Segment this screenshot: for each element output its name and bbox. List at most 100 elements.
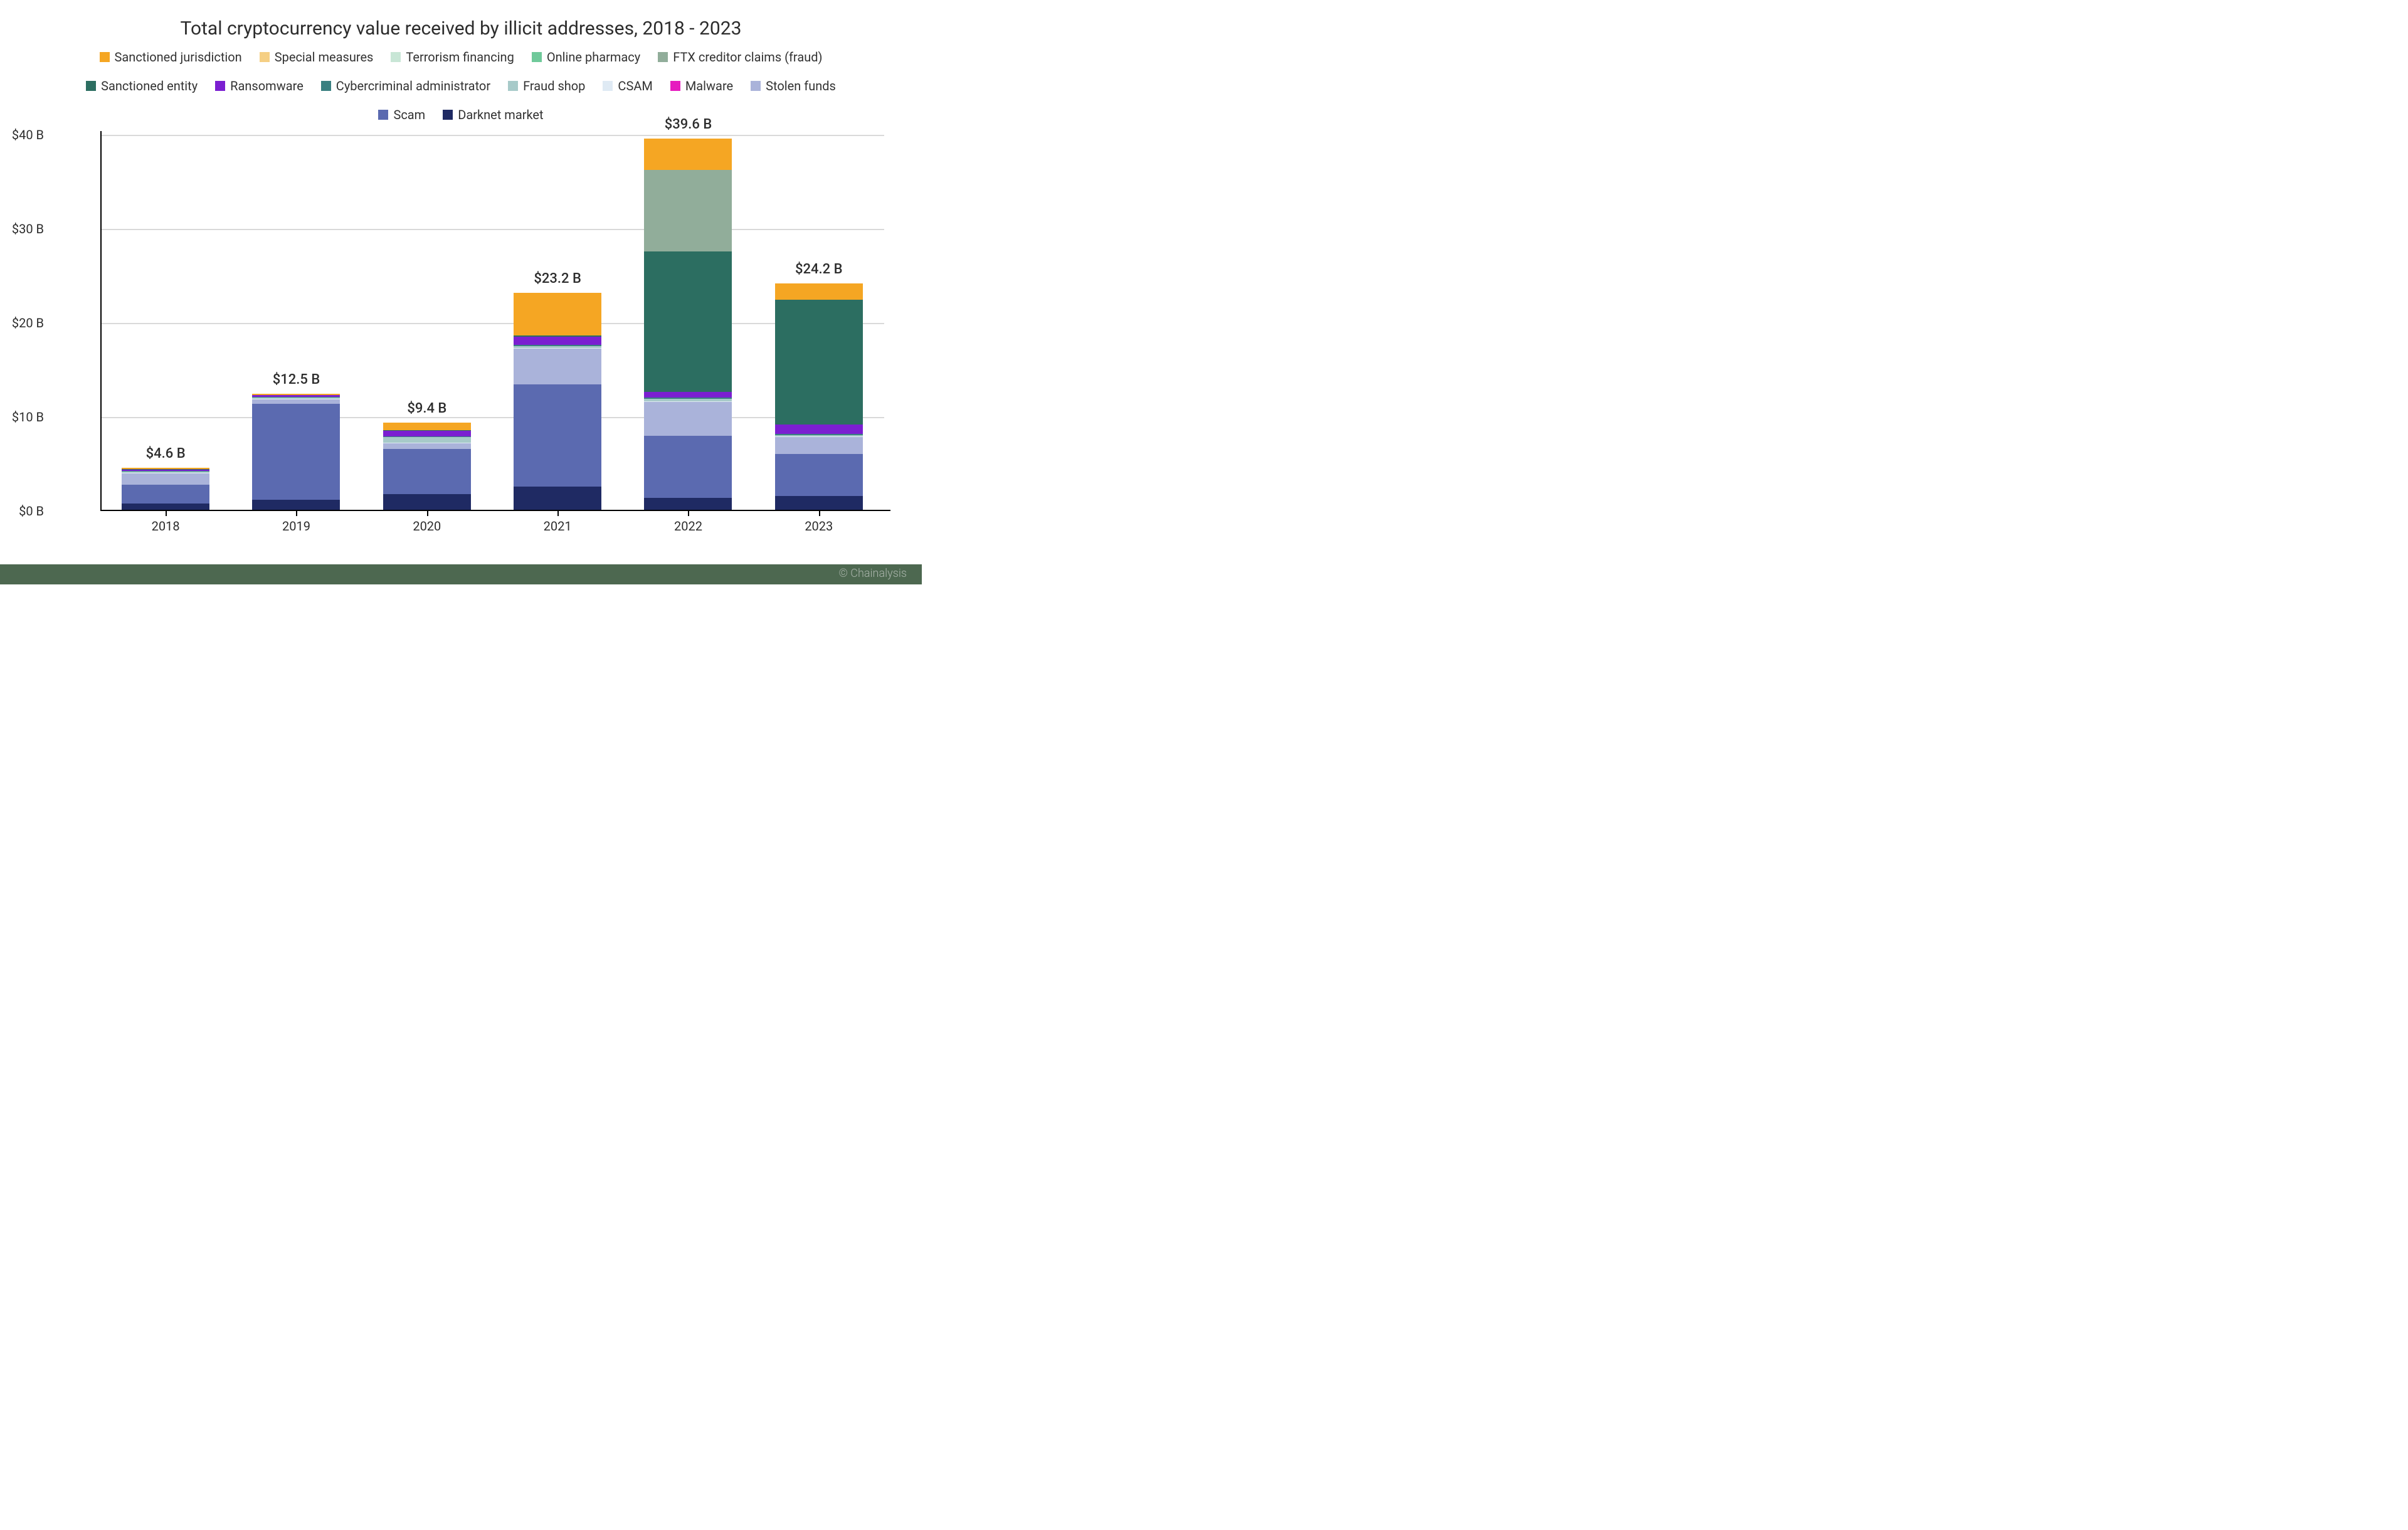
plot-area: $0 B$10 B$20 B$30 B$40 B $4.6 B$12.5 B$9… [56,135,884,511]
legend-swatch [751,81,761,91]
y-tick-label: $10 B [12,409,44,425]
attribution-text: © Chainalysis [839,567,907,580]
x-axis-labels: 201820192020202120222023 [100,519,884,534]
legend-item-ransomware: Ransomware [215,78,304,93]
chart-container: Total cryptocurrency value received by i… [0,0,922,511]
bar-2023: $24.2 B [775,283,863,511]
bar-2021: $23.2 B [514,293,601,511]
legend-label: Ransomware [230,78,304,93]
legend-swatch [86,81,96,91]
bar-total-label: $12.5 B [273,372,320,388]
legend-item-stolen: Stolen funds [751,78,836,93]
bars-region: $4.6 B$12.5 B$9.4 B$23.2 B$39.6 B$24.2 B [100,135,884,511]
bar-2018: $4.6 B [122,468,209,511]
segment-darknet [514,487,601,511]
bar-total-label: $4.6 B [146,446,186,462]
legend-swatch [658,52,668,62]
bar-total-label: $9.4 B [407,401,446,416]
footer-bar: © Chainalysis [0,564,922,584]
segment-ransomware [644,392,732,398]
segment-darknet [644,498,732,511]
segment-scam [775,454,863,497]
x-tick-mark [427,511,428,516]
segment-ransomware [514,337,601,346]
segment-stolen [122,473,209,485]
y-tick-label: $0 B [19,504,44,519]
bar-total-label: $23.2 B [534,271,581,287]
x-label: 2022 [644,519,732,534]
y-tick-label: $30 B [12,221,44,236]
legend-swatch [260,52,270,62]
y-axis-line [100,131,102,511]
legend-label: Scam [393,107,425,122]
legend-label: Special measures [275,50,374,65]
y-axis: $0 B$10 B$20 B$30 B$40 B [50,135,94,511]
legend-swatch [391,52,401,62]
bar-total-label: $24.2 B [795,261,843,277]
legend-item-terrorism: Terrorism financing [391,50,514,65]
legend-swatch [670,81,680,91]
legend-item-csam: CSAM [603,78,652,93]
x-tick-mark [819,511,820,516]
legend-item-darknet: Darknet market [443,107,543,122]
y-tick-label: $40 B [12,127,44,142]
chart-title: Total cryptocurrency value received by i… [31,18,890,40]
segment-stolen [383,443,471,449]
segment-stolen [514,349,601,384]
x-axis-line [100,510,890,511]
legend-item-sanctioned_jur: Sanctioned jurisdiction [100,50,242,65]
legend-label: Stolen funds [766,78,836,93]
legend-swatch [603,81,613,91]
legend-label: Cybercriminal administrator [336,78,490,93]
segment-scam [514,384,601,487]
legend-swatch [443,110,453,120]
legend-item-special: Special measures [260,50,374,65]
x-label: 2018 [122,519,209,534]
legend-swatch [532,52,542,62]
y-tick-label: $20 B [12,315,44,330]
legend-swatch [215,81,225,91]
x-tick-mark [688,511,689,516]
legend-swatch [508,81,518,91]
x-label: 2020 [383,519,471,534]
x-tick-mark [166,511,167,516]
x-label: 2021 [514,519,601,534]
legend-item-online_pharm: Online pharmacy [532,50,640,65]
segment-fraud_shop [383,437,471,443]
bar-2020: $9.4 B [383,423,471,511]
segment-stolen [252,399,340,404]
legend-label: FTX creditor claims (fraud) [673,50,822,65]
legend-label: Terrorism financing [406,50,514,65]
segment-ransomware [383,431,471,436]
segment-scam [644,436,732,498]
bar-total-label: $39.6 B [665,117,712,132]
x-tick-mark [557,511,559,516]
legend-label: Darknet market [458,107,543,122]
segment-stolen [644,402,732,436]
legend-item-cyber_admin: Cybercriminal administrator [321,78,490,93]
segment-scam [383,449,471,494]
segment-scam [252,404,340,500]
segment-ftx [644,170,732,252]
legend-swatch [378,110,388,120]
legend-item-malware: Malware [670,78,733,93]
segment-scam [122,485,209,504]
chart-legend: Sanctioned jurisdiction Special measures T… [85,50,837,122]
legend-label: CSAM [618,78,652,93]
legend-label: Sanctioned jurisdiction [115,50,242,65]
x-label: 2023 [775,519,863,534]
segment-sanctioned_jur [775,283,863,300]
legend-item-fraud_shop: Fraud shop [508,78,585,93]
segment-sanctioned_jur [514,293,601,335]
legend-swatch [100,52,110,62]
bar-2019: $12.5 B [252,394,340,512]
legend-item-ftx: FTX creditor claims (fraud) [658,50,822,65]
legend-item-scam: Scam [378,107,425,122]
segment-ransomware [775,425,863,434]
x-tick-mark [296,511,297,516]
segment-sanctioned_ent [644,251,732,392]
segment-darknet [383,494,471,511]
segment-sanctioned_ent [775,300,863,425]
legend-item-sanctioned_ent: Sanctioned entity [86,78,198,93]
legend-label: Sanctioned entity [101,78,198,93]
